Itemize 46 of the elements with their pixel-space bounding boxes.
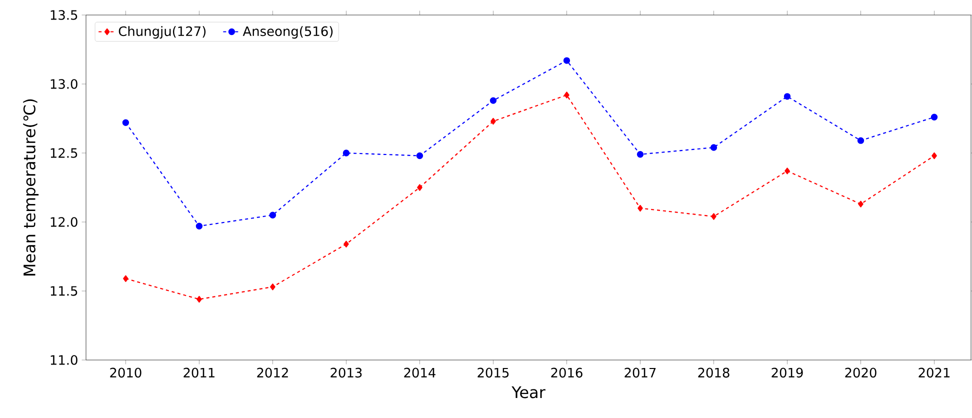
point	[417, 184, 422, 191]
point	[638, 204, 643, 212]
point	[270, 284, 276, 290]
point	[344, 240, 349, 248]
point	[196, 222, 203, 230]
point	[122, 119, 130, 126]
point	[784, 93, 791, 100]
y-tick-label: 12.0	[50, 217, 78, 227]
x-tick-label: 2018	[698, 368, 730, 378]
point	[636, 151, 644, 158]
x-tick-label: 2011	[184, 368, 214, 378]
y-tick-label: 11.0	[50, 355, 78, 365]
x-tick-label: 2019	[772, 368, 803, 378]
point	[123, 275, 128, 282]
point	[930, 114, 938, 120]
point	[932, 152, 937, 160]
point	[564, 92, 570, 98]
legend-label: Chungju(127)	[118, 26, 206, 39]
x-tick-label: 2021	[918, 368, 950, 378]
x-tick-label: 2014	[404, 368, 436, 378]
point	[196, 296, 202, 303]
point	[711, 213, 716, 220]
x-tick-label: 2016	[551, 368, 582, 378]
y-tick-label: 13.0	[50, 79, 78, 89]
x-tick-label: 2012	[257, 368, 288, 378]
x-tick-label: 2010	[110, 368, 142, 378]
point	[490, 118, 496, 125]
point	[858, 200, 864, 208]
point	[416, 152, 424, 160]
y-tick-label: 12.5	[50, 148, 78, 158]
point	[784, 168, 790, 174]
x-tick-label: 2017	[624, 368, 656, 378]
y-tick-label: 13.5	[50, 10, 78, 20]
point	[490, 97, 497, 104]
y-tick-label: 11.5	[50, 286, 78, 296]
point	[563, 57, 570, 64]
point	[342, 150, 350, 156]
point	[269, 212, 276, 218]
legend-label: Anseong(516)	[242, 26, 333, 39]
x-tick-label: 2013	[330, 368, 362, 378]
x-axis-title: Year	[512, 386, 546, 398]
x-tick-label: 2015	[478, 368, 509, 378]
y-axis-title: Mean temperature(℃)	[23, 99, 39, 276]
x-tick-label: 2020	[845, 368, 876, 378]
point	[857, 137, 864, 144]
point	[710, 144, 718, 151]
